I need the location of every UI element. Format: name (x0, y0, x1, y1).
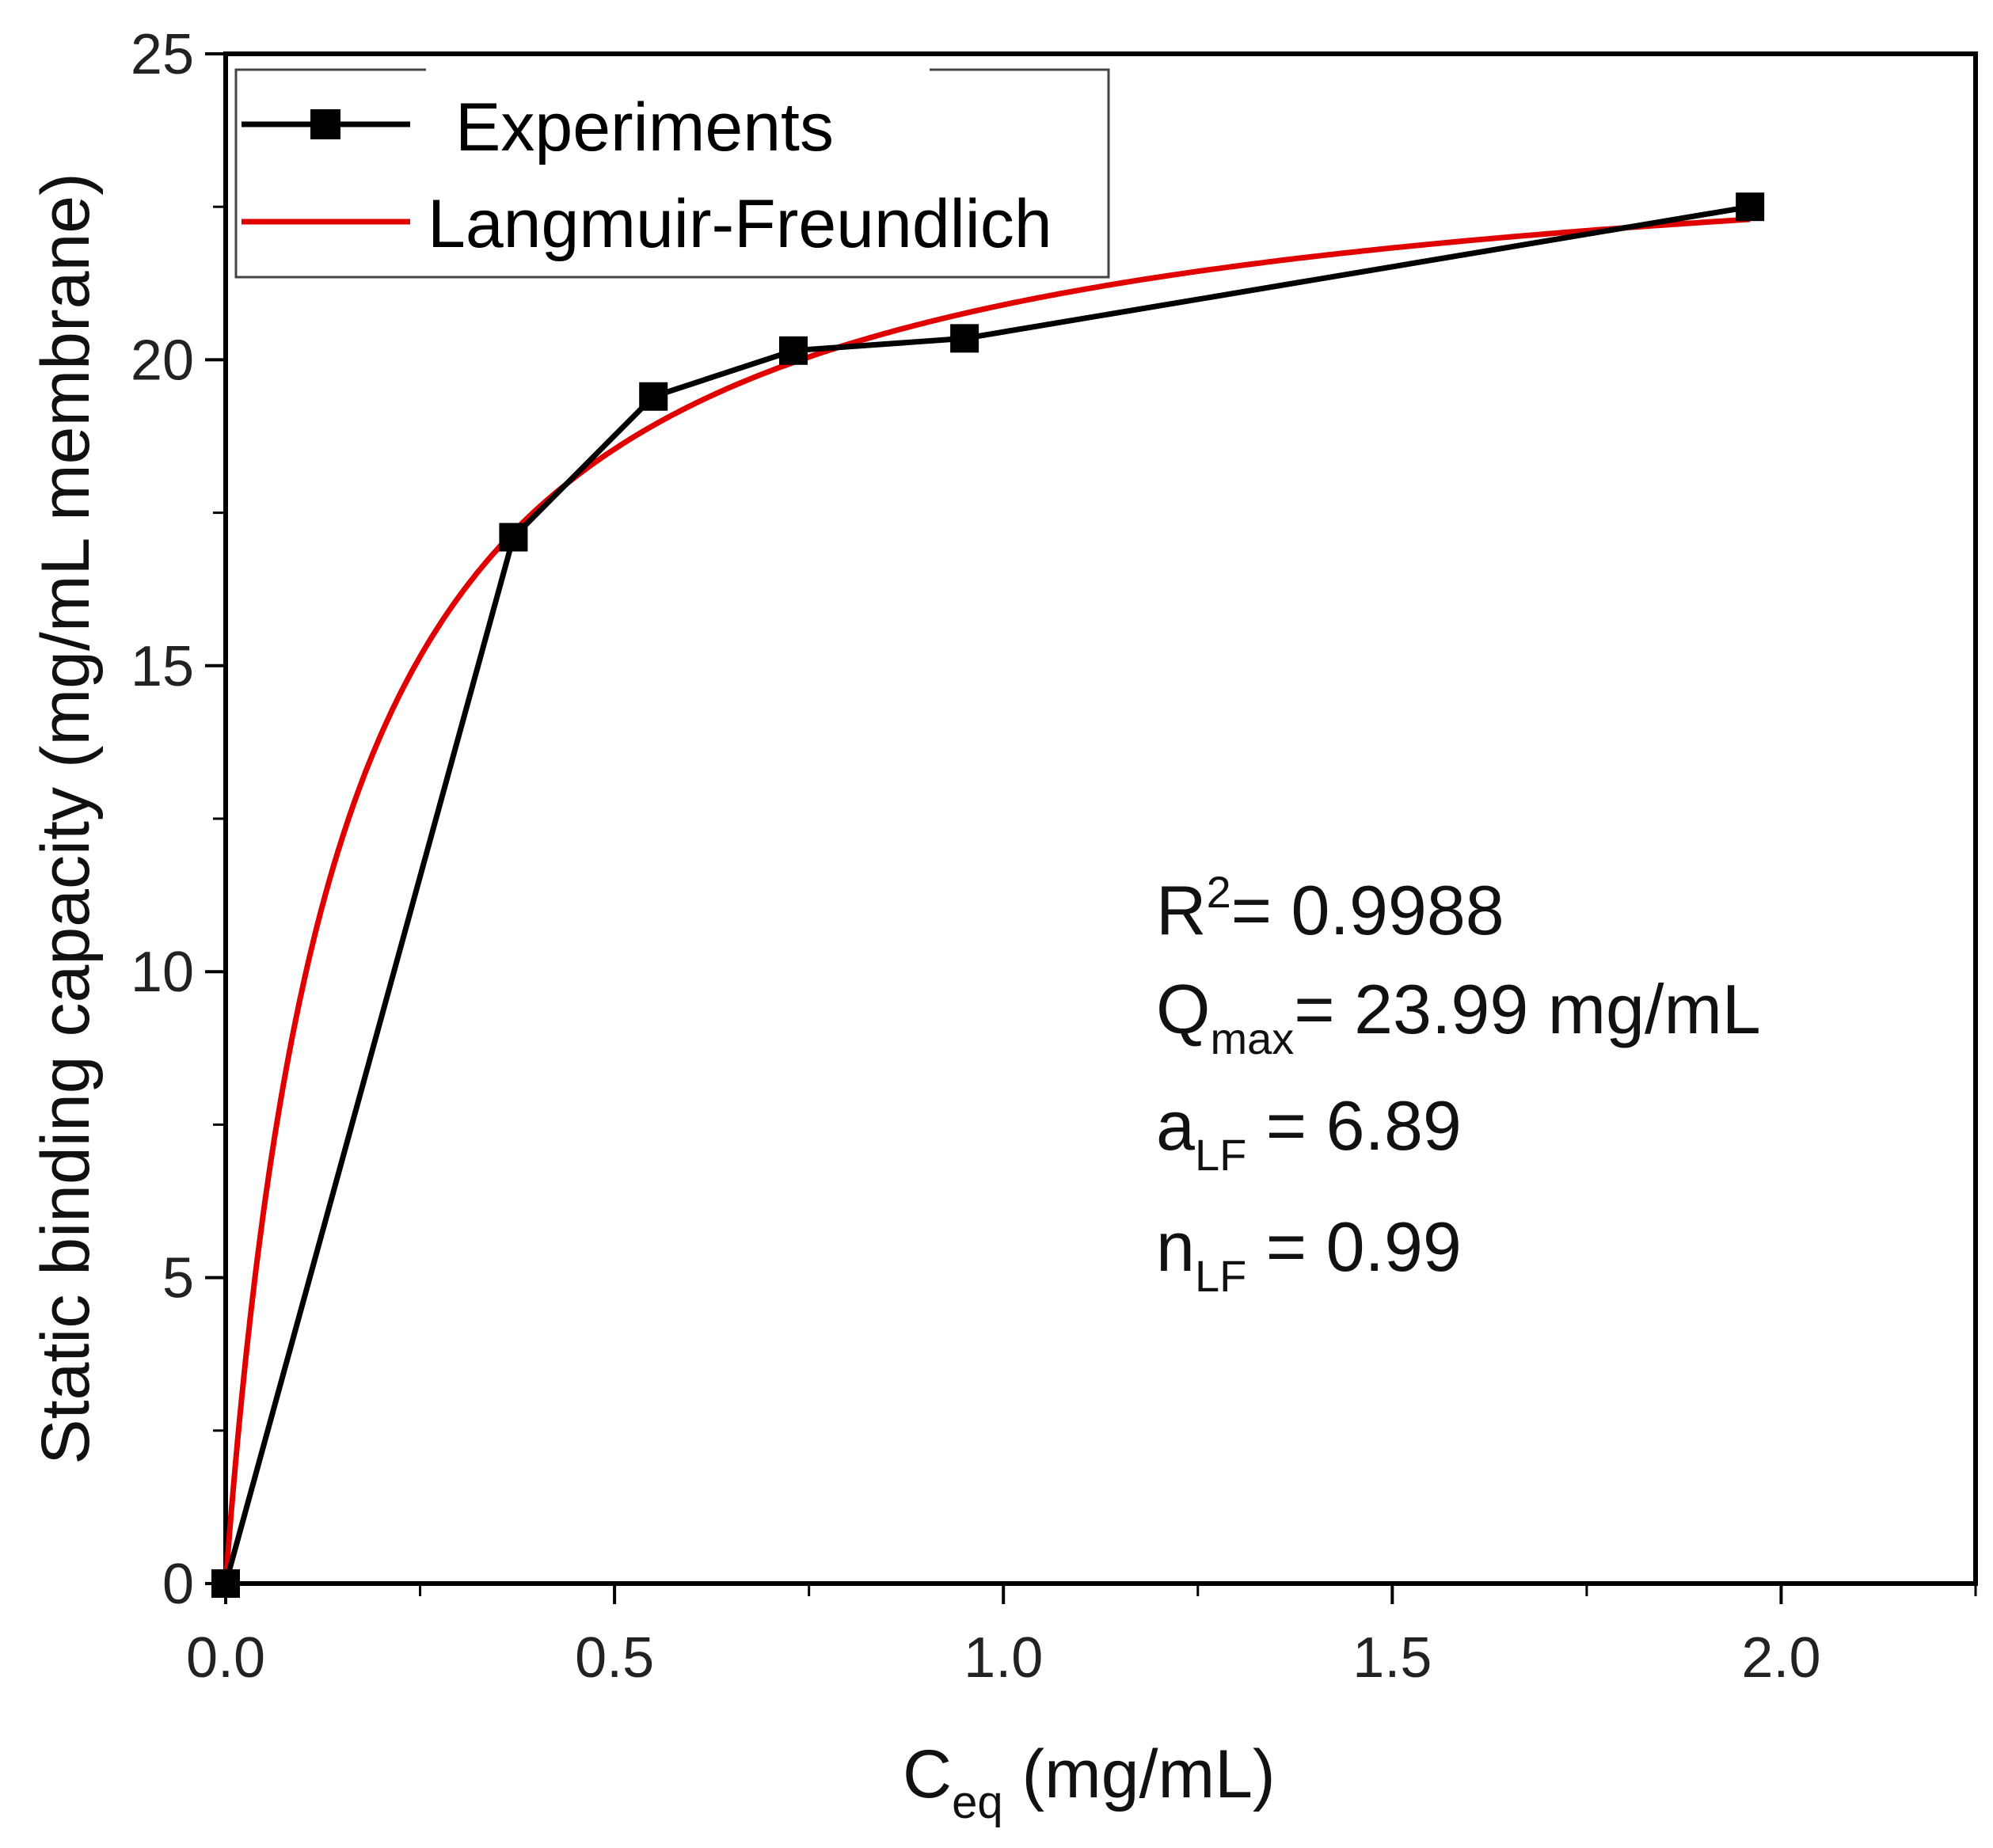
annotation-nlf-value: = 0.99 (1246, 1207, 1462, 1286)
experiments-markers (211, 192, 1765, 1598)
annotation-r-squared-value: = 0.9988 (1231, 871, 1504, 949)
y-tick-label: 10 (131, 941, 194, 1004)
experiments-point (779, 336, 808, 365)
x-tick-label: 2.0 (1741, 1626, 1820, 1690)
x-axis-title-units: (mg/mL) (1003, 1736, 1276, 1812)
x-axis: 0.0 0.5 1.0 1.5 2.0 (186, 1584, 1977, 1690)
y-tick-label: 25 (131, 23, 194, 86)
legend: Experiments Langmuir-Freundlich (234, 59, 1110, 279)
annotation-nlf-main: n (1156, 1207, 1195, 1286)
annotation-alf-main: a (1156, 1086, 1195, 1165)
experiments-point (950, 324, 979, 353)
annotation-qmax: Qmax= 23.99 mg/mL (1156, 970, 1761, 1063)
y-tick-label: 20 (131, 329, 194, 392)
y-tick-label: 5 (162, 1247, 194, 1310)
y-tick-label: 0 (162, 1553, 194, 1616)
annotation-qmax-main: Q (1156, 970, 1210, 1048)
legend-experiments-label: Experiments (455, 89, 834, 165)
annotation-qmax-value: = 23.99 mg/mL (1294, 970, 1760, 1048)
annotation-alf: aLF = 6.89 (1156, 1086, 1462, 1180)
fit-annotations: R2= 0.9988 Qmax= 23.99 mg/mL aLF = 6.89 … (1156, 867, 1761, 1301)
experiments-point (499, 523, 528, 552)
x-tick-label: 1.0 (964, 1626, 1043, 1690)
annotation-r-squared-sup: 2 (1207, 867, 1231, 917)
annotation-r-squared-main: R (1156, 871, 1207, 949)
legend-text-backdrop (426, 59, 930, 168)
legend-fit-label: Langmuir-Freundlich (428, 186, 1052, 262)
experiments-point (639, 382, 668, 411)
x-axis-title-main: C (903, 1736, 952, 1812)
experiments-point (211, 1569, 240, 1598)
legend-experiments-marker (310, 109, 340, 139)
x-tick-label: 0.0 (186, 1626, 265, 1690)
annotation-alf-value: = 6.89 (1246, 1086, 1462, 1165)
x-axis-title: Ceq (mg/mL) (903, 1736, 1276, 1828)
annotation-nlf: nLF = 0.99 (1156, 1207, 1462, 1301)
y-axis: 0 5 10 15 20 25 (131, 23, 226, 1616)
x-axis-title-sub: eq (952, 1777, 1003, 1828)
legend-box (234, 68, 1110, 279)
experiments-line (223, 203, 1751, 1584)
annotation-r-squared: R2= 0.9988 (1156, 867, 1504, 949)
y-tick-label: 15 (131, 635, 194, 698)
annotation-nlf-sub: LF (1195, 1251, 1246, 1301)
y-axis-title: Static binding capacity (mg/mL membrane) (28, 173, 104, 1464)
annotation-qmax-sub: max (1210, 1013, 1294, 1063)
x-tick-label: 1.5 (1352, 1626, 1432, 1690)
plot-frame (223, 51, 1978, 1586)
x-tick-label: 0.5 (575, 1626, 654, 1690)
annotation-alf-sub: LF (1195, 1130, 1246, 1180)
experiments-point (1736, 192, 1765, 222)
fit-curve-langmuir-freundlich (223, 216, 1751, 1584)
